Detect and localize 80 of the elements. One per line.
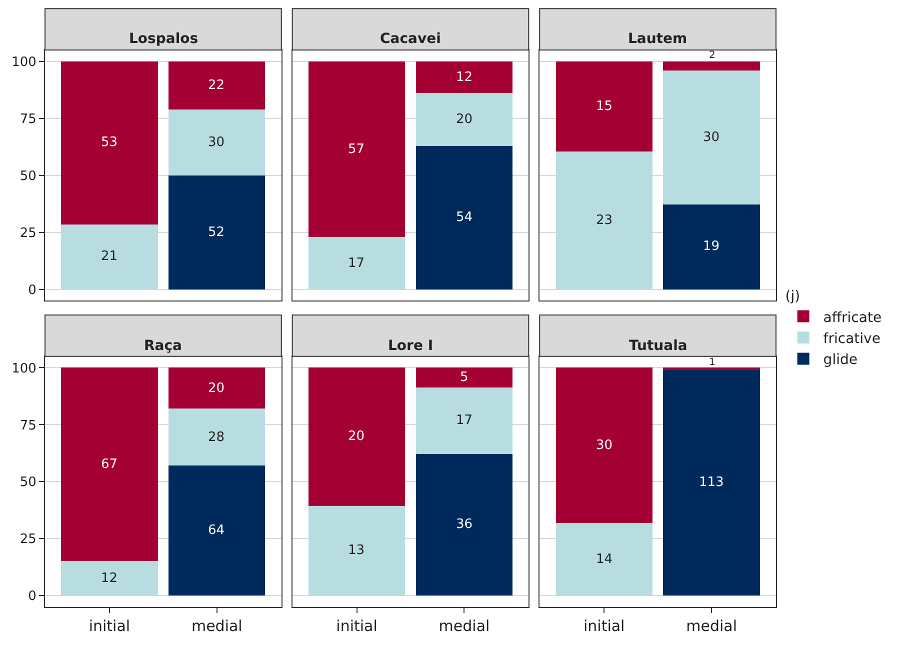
y-tick-label: 100: [12, 54, 36, 70]
annotation: 57: [348, 142, 365, 157]
bar: [168, 466, 266, 596]
bar: [308, 368, 406, 506]
annotation: 15: [596, 99, 613, 114]
y-tick-label: 50: [20, 168, 36, 184]
chart-title: Cacavei: [380, 31, 441, 47]
annotation: 19: [703, 239, 720, 254]
bar: [61, 224, 158, 290]
annotation: 13: [348, 543, 365, 558]
bar: [61, 368, 158, 561]
annotation: 30: [703, 130, 720, 145]
y-tick-label: 100: [12, 361, 36, 376]
annotation: 12: [456, 70, 473, 85]
chart-title: Tutuala: [629, 338, 688, 354]
annotation: 21: [101, 249, 118, 264]
annotation: 17: [348, 256, 365, 271]
x-tick-label: medial: [686, 617, 737, 635]
legend-title: (j): [785, 288, 800, 305]
bar: [168, 61, 266, 110]
annotation: 17: [456, 413, 473, 428]
annotation: 23: [596, 213, 613, 228]
bar: [168, 110, 266, 176]
bar: [61, 61, 158, 225]
bar: [663, 70, 760, 204]
annotation: 30: [208, 135, 225, 150]
x-tick-label: initial: [583, 617, 625, 635]
y-tick-label: 50: [20, 475, 36, 490]
chart-title: Lospalos: [129, 31, 198, 47]
y-tick-label: 0: [28, 282, 36, 298]
annotation: 36: [456, 517, 473, 532]
y-tick-label: 75: [20, 418, 36, 434]
bar: [416, 146, 513, 290]
bar: [416, 454, 513, 596]
bar: [416, 93, 513, 146]
bar: [308, 61, 406, 237]
chart-title: Raça: [144, 338, 182, 354]
annotation: 20: [456, 112, 473, 127]
annotation: 22: [208, 78, 225, 93]
bar: [663, 61, 760, 70]
bar: [61, 560, 158, 596]
chart-title: Lautem: [628, 31, 688, 47]
annotation: 28: [208, 430, 225, 445]
legend-label: fricative: [823, 330, 880, 347]
y-tick-label: 25: [20, 226, 36, 241]
annotation: 53: [101, 135, 118, 150]
legend-label: affricate: [823, 310, 882, 326]
annotation: 5: [460, 370, 468, 385]
x-tick-label: initial: [336, 617, 378, 635]
bar: [556, 151, 652, 290]
bar: [308, 506, 406, 596]
x-tick-label: initial: [88, 617, 130, 635]
annotation: 113: [699, 475, 724, 490]
x-tick-label: medial: [191, 617, 242, 635]
legend-label: glide: [823, 352, 858, 368]
annotation: 20: [348, 429, 365, 444]
bar: [416, 61, 513, 94]
annotation: 67: [101, 457, 118, 472]
bar: [556, 61, 652, 152]
bar: [168, 368, 266, 409]
annotation: 52: [208, 225, 225, 240]
bar: [168, 408, 266, 466]
chart-title: Lore I: [388, 338, 434, 354]
y-tick-label: 25: [20, 532, 36, 548]
annotation: 2: [709, 50, 716, 61]
bar: [416, 368, 513, 388]
y-tick-label: 0: [28, 589, 36, 604]
annotation: 1: [709, 357, 716, 368]
bar: [663, 204, 760, 290]
y-tick-label: 75: [20, 112, 36, 127]
bar: [168, 175, 266, 290]
annotation: 12: [101, 571, 118, 586]
annotation: 14: [596, 552, 613, 567]
annotation: 20: [208, 381, 225, 396]
annotation: 54: [456, 210, 473, 225]
x-tick-label: medial: [438, 617, 490, 635]
annotation: 30: [596, 438, 613, 453]
bar: [416, 387, 513, 454]
annotation: 64: [208, 523, 225, 538]
bar: [308, 236, 406, 290]
